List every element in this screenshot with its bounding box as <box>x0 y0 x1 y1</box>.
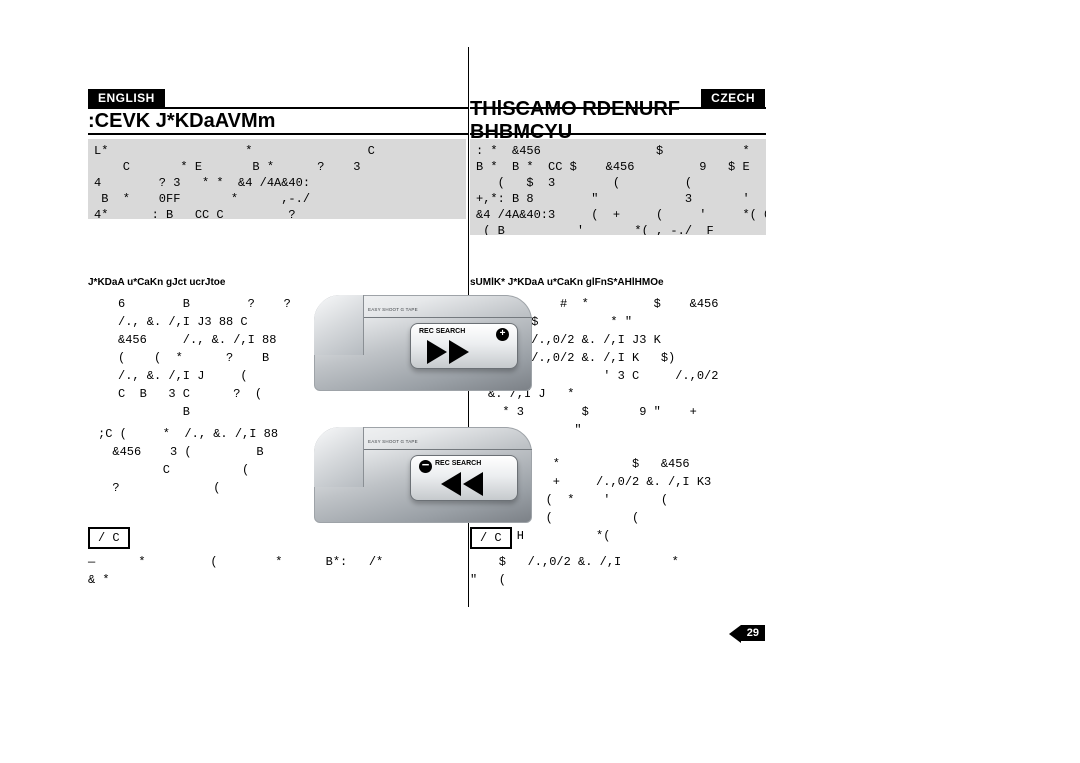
highlight-box-right: : * &456 $ * B * B * CC $ &456 9 $ E ! (… <box>470 139 766 235</box>
note-tag-right: / C <box>470 527 512 549</box>
device-notch <box>314 427 364 487</box>
body-text-left-1: 6 B ? ? /., &. /,I J3 88 C &456 /., &. /… <box>118 295 308 421</box>
forward-arrows-icon <box>427 340 469 364</box>
lang-tag-english: ENGLISH <box>88 89 165 107</box>
section-heading-right: sUMlK* J*KDaA u*CaKn glFnS*AHlHMOe <box>470 277 664 288</box>
rec-search-button-fwd: REC SEARCH + <box>410 323 518 369</box>
note-tag-left: / C <box>88 527 130 549</box>
device-seam <box>364 449 532 450</box>
device-illustration-2: EASY SHOOT G TAPE − REC SEARCH <box>314 427 532 523</box>
rec-search-button-rev: − REC SEARCH <box>410 455 518 501</box>
button-label: REC SEARCH <box>435 460 481 467</box>
note-text-left: — * ( * B*: /* & * <box>88 553 466 589</box>
plus-icon: + <box>496 328 509 341</box>
page-number: 29 <box>741 625 765 641</box>
rewind-arrows-icon <box>441 472 483 496</box>
button-label: REC SEARCH <box>419 328 465 335</box>
note-text-right: $ /.,0/2 &. /,I * " ( <box>470 553 766 589</box>
minus-icon: − <box>419 460 432 473</box>
device-marks: EASY SHOOT G TAPE <box>368 307 418 312</box>
title-left: :CEVK J*KDaAVMm <box>88 107 468 135</box>
device-illustration-1: EASY SHOOT G TAPE REC SEARCH + <box>314 295 532 391</box>
device-marks: EASY SHOOT G TAPE <box>368 439 418 444</box>
device-seam <box>364 317 532 318</box>
manual-page: ENGLISH CZECH :CEVK J*KDaAVMm THlSCAMO R… <box>88 47 992 637</box>
device-notch <box>314 295 364 355</box>
section-heading-left: J*KDaA u*CaKn gJct ucrJtoe <box>88 277 225 288</box>
highlight-box-left: L* * C C * E B * ? 3 4 ? 3 * * &4 /4A&40… <box>88 139 466 219</box>
body-text-left-2: ;C ( * /., &. /,I 88 &456 3 ( B C ( ? ( <box>98 425 308 497</box>
title-right: THlSCAMO RDENURF BHBMCYU <box>470 107 766 135</box>
